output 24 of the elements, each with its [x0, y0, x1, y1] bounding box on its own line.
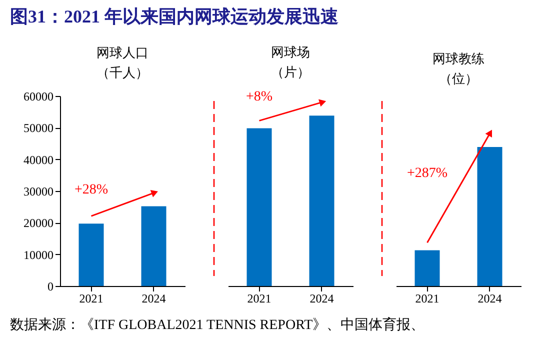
text: 网球人口 [96, 45, 148, 60]
x-tick-label: 2021 [415, 292, 440, 306]
text: （位） [439, 71, 478, 86]
x-tick-label: 2024 [142, 292, 166, 306]
chart-title: 图31：2021 年以来国内网球运动发展迅速 [10, 6, 338, 26]
x-tick-label: 2021 [247, 292, 272, 306]
annotation: +8% [246, 89, 273, 104]
text: 网球教练 [432, 51, 484, 66]
y-tick-label: 20000 [24, 216, 54, 230]
y-tick-label: 40000 [24, 152, 54, 167]
annotation: +287% [406, 166, 448, 181]
text: （千人） [96, 65, 148, 80]
annotation: +28% [74, 182, 108, 198]
y-tick-label: 10000 [24, 248, 54, 262]
text: （片） [271, 64, 310, 80]
y-tick-label: 30000 [24, 184, 54, 198]
y-tick-label: 50000 [24, 121, 54, 136]
y-tick-label: 0 [48, 280, 54, 294]
text: 网球场 [271, 44, 310, 60]
y-tick-label: 60000 [24, 90, 54, 104]
source-note: 数据来源：《ITF GLOBAL2021 TENNIS REPORT》、中国体育报、 [10, 316, 425, 333]
x-tick-label: 2024 [478, 292, 502, 306]
x-tick-label: 2024 [310, 292, 334, 306]
x-tick-label: 2021 [79, 292, 104, 306]
